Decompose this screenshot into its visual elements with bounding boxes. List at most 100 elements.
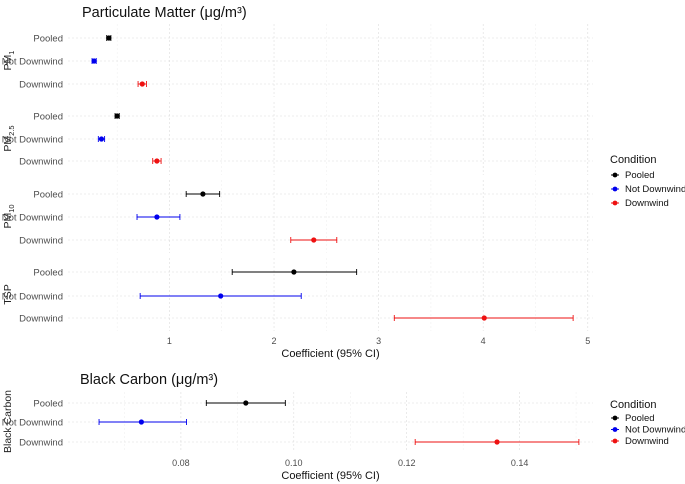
- panel-pm2-5: PM2.5 Pooled Not Downwind Downwind: [2, 102, 593, 175]
- legend-label: Not Downwind: [625, 425, 685, 436]
- estimate-point: [494, 439, 500, 445]
- chart-title: Particulate Matter (μg/m³): [82, 5, 247, 21]
- x-tick-label: 4: [481, 336, 486, 346]
- estimate-point: [139, 81, 145, 87]
- panel-label-subscript: 10: [7, 204, 16, 212]
- row-label: Pooled: [33, 190, 63, 201]
- estimate-point: [243, 400, 249, 406]
- row-label: Downwind: [19, 314, 63, 325]
- panel-label-pm2-5: PM2.5: [2, 125, 16, 151]
- chart-black-carbon-g-m: Black Carbon (μg/m³)Black Carbon PooledNo…: [2, 372, 685, 482]
- row-label: Pooled: [33, 34, 63, 45]
- estimate-point: [154, 158, 160, 164]
- row-label: Not Downwind: [2, 418, 63, 429]
- estimate-point: [311, 237, 317, 243]
- panel-label-pm10: PM10: [2, 204, 16, 228]
- row-label: Not Downwind: [2, 292, 63, 303]
- row-label: Pooled: [33, 112, 63, 123]
- legend-marker: [612, 415, 618, 421]
- legend-item-downwind: Downwind: [611, 436, 669, 447]
- panel-pm1: PM1 Pooled Not Downwind Downwind: [2, 24, 593, 97]
- x-axis-label: Coefficient (95% CI): [281, 470, 379, 482]
- x-tick-label: 0.10: [285, 458, 303, 468]
- estimate-point: [106, 35, 112, 41]
- panel-label-subscript: 1: [7, 51, 16, 55]
- row-downwind: Downwind: [19, 157, 162, 168]
- panel-label-main: TSP: [2, 284, 14, 304]
- legend-label: Pooled: [625, 413, 655, 424]
- legend-title: Condition: [610, 154, 656, 166]
- row-downwind: Downwind: [19, 438, 580, 449]
- legend-label: Downwind: [625, 436, 669, 447]
- panel-label-main: PM: [2, 213, 14, 229]
- panel-label-subscript: 2.5: [7, 125, 16, 135]
- row-label: Not Downwind: [2, 213, 63, 224]
- row-not-downwind: Not Downwind: [2, 292, 302, 303]
- legend-label: Not Downwind: [625, 184, 685, 195]
- legend-item-not-downwind: Not Downwind: [611, 425, 685, 436]
- row-pooled: Pooled: [33, 268, 358, 279]
- legend-marker: [612, 438, 618, 444]
- estimate-point: [481, 315, 487, 321]
- panel-label-pm1: PM1: [2, 51, 16, 71]
- row-label: Downwind: [19, 157, 63, 168]
- panel-black-carbon: Black Carbon Pooled Not Downwind Downwind: [2, 390, 593, 453]
- estimate-point: [154, 214, 160, 220]
- row-downwind: Downwind: [19, 314, 574, 325]
- legend-item-pooled: Pooled: [611, 413, 655, 424]
- panel-label-tsp: TSP: [2, 284, 14, 304]
- row-label: Downwind: [19, 80, 63, 91]
- legend-item-pooled: Pooled: [611, 170, 655, 181]
- panel-pm10: PM10 Pooled Not Downwind Downwind: [2, 180, 593, 253]
- x-tick-label: 5: [585, 336, 590, 346]
- panel-label-main: PM: [2, 136, 14, 152]
- legend-label: Pooled: [625, 170, 655, 181]
- row-label: Pooled: [33, 399, 63, 410]
- estimate-point: [114, 113, 120, 119]
- x-tick-label: 1: [167, 336, 172, 346]
- row-pooled: Pooled: [33, 112, 120, 123]
- row-pooled: Pooled: [33, 190, 221, 201]
- row-label: Not Downwind: [2, 135, 63, 146]
- x-tick-label: 0.08: [172, 458, 190, 468]
- x-tick-label: 3: [376, 336, 381, 346]
- row-label: Downwind: [19, 438, 63, 449]
- row-downwind: Downwind: [19, 80, 147, 91]
- x-tick-label: 0.12: [398, 458, 416, 468]
- row-not-downwind: Not Downwind: [2, 57, 97, 68]
- legend-title: Condition: [610, 399, 656, 411]
- estimate-point: [138, 419, 144, 425]
- row-not-downwind: Not Downwind: [2, 135, 106, 146]
- row-pooled: Pooled: [33, 34, 112, 45]
- x-tick-label: 2: [272, 336, 277, 346]
- panel-label-black-carbon: Black Carbon: [2, 390, 14, 453]
- chart-title: Black Carbon (μg/m³): [80, 372, 218, 388]
- legend-item-not-downwind: Not Downwind: [611, 184, 685, 195]
- row-not-downwind: Not Downwind: [2, 418, 187, 429]
- row-label: Not Downwind: [2, 57, 63, 68]
- row-pooled: Pooled: [33, 399, 286, 410]
- estimate-point: [200, 191, 206, 197]
- legend-label: Downwind: [625, 198, 669, 209]
- row-downwind: Downwind: [19, 236, 338, 247]
- estimate-point: [291, 269, 297, 275]
- x-axis-label: Coefficient (95% CI): [281, 348, 379, 360]
- panel-label-main: Black Carbon: [2, 390, 14, 453]
- estimate-point: [218, 293, 224, 299]
- legend-marker: [612, 427, 618, 432]
- legend-marker: [612, 186, 618, 192]
- legend-marker: [612, 200, 618, 206]
- legend: Condition Pooled Not Downwind Downwind: [610, 154, 685, 209]
- x-tick-label: 0.14: [511, 458, 529, 468]
- panel-tsp: TSP Pooled Not Downwind Downwind: [2, 258, 593, 331]
- legend-item-downwind: Downwind: [611, 198, 669, 209]
- panel-label-main: PM: [2, 55, 14, 71]
- estimate-point: [98, 136, 105, 142]
- row-label: Downwind: [19, 236, 63, 247]
- legend-marker: [612, 172, 618, 178]
- row-label: Pooled: [33, 268, 63, 279]
- row-not-downwind: Not Downwind: [2, 213, 181, 224]
